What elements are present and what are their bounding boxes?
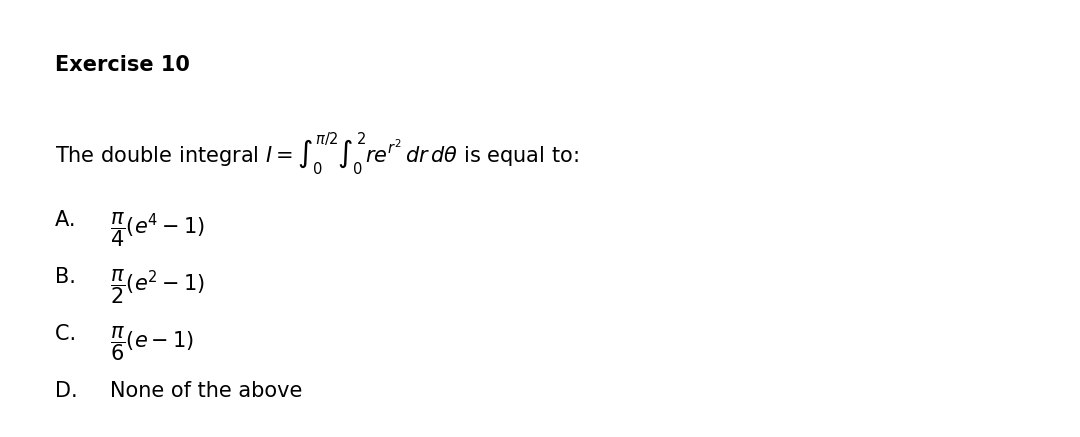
Text: The double integral $I = \int_0^{\pi/2} \int_0^{2} r e^{r^2}\, dr\, d\theta$ is : The double integral $I = \int_0^{\pi/2} …	[55, 130, 579, 177]
Text: None of the above: None of the above	[110, 381, 302, 401]
Text: $\dfrac{\pi}{2}(e^2 - 1)$: $\dfrac{\pi}{2}(e^2 - 1)$	[110, 267, 205, 305]
Text: Exercise 10: Exercise 10	[55, 55, 190, 75]
Text: B.: B.	[55, 267, 86, 287]
Text: C.: C.	[55, 324, 86, 344]
Text: A.: A.	[55, 210, 86, 230]
Text: D.: D.	[55, 381, 89, 401]
Text: $\dfrac{\pi}{4}(e^4 - 1)$: $\dfrac{\pi}{4}(e^4 - 1)$	[110, 210, 205, 249]
Text: $\dfrac{\pi}{6}(e - 1)$: $\dfrac{\pi}{6}(e - 1)$	[110, 324, 194, 363]
